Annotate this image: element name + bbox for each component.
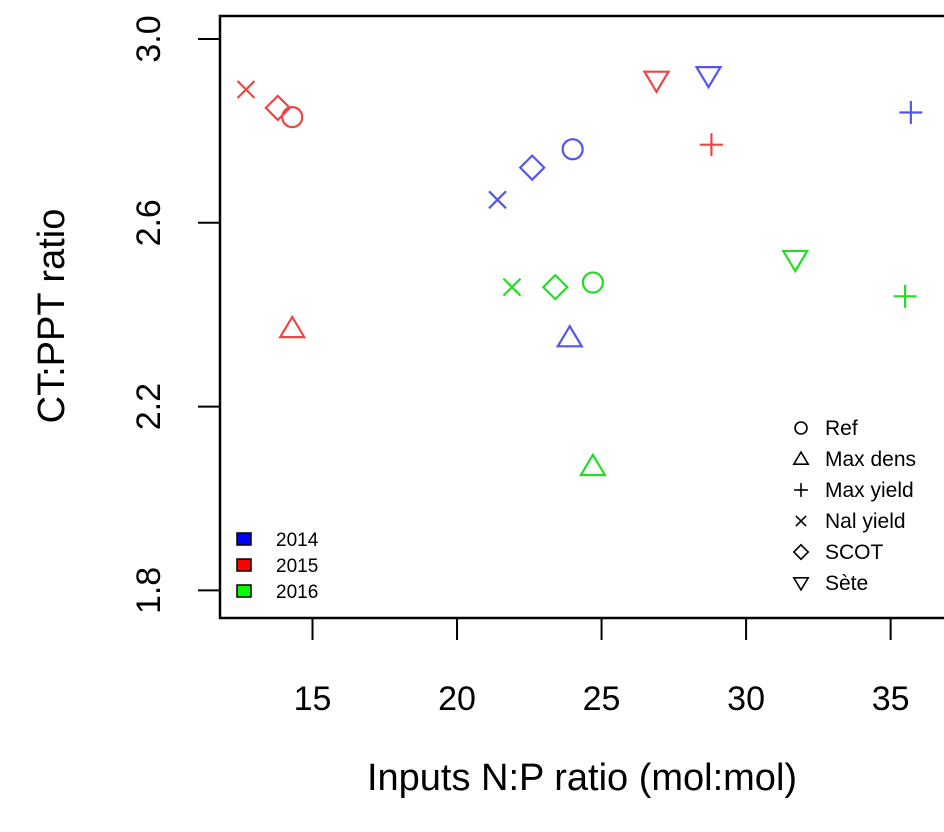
x-tick-label: 15 (294, 680, 332, 718)
x-axis: 15 20 25 30 35 (294, 618, 910, 718)
point-2014-max-dens (555, 324, 584, 348)
legend-marker-max-dens (792, 450, 810, 465)
point-2014-nal-yield (488, 190, 507, 210)
legend-years: 2014 2015 2016 (236, 530, 319, 603)
point-2016-ref (581, 271, 604, 294)
legend-swatch-2015 (236, 558, 252, 572)
legend-label-scot: SCOT (825, 541, 884, 564)
point-2016-max-yield (893, 284, 917, 308)
data-points (236, 66, 923, 477)
legend-marker-nal-yield (795, 515, 807, 527)
point-2014-s-te (694, 66, 723, 90)
y-axis: 1.8 2.2 2.6 3.0 (130, 15, 220, 614)
legend-marker-ref (794, 421, 808, 435)
legend-label-2014: 2014 (276, 530, 319, 551)
legend-swatch-2016 (236, 584, 252, 598)
legend-marker-s-te (792, 577, 810, 592)
point-2015-max-yield (699, 133, 723, 157)
point-2014-max-yield (899, 101, 923, 125)
legend-label-2015: 2015 (276, 556, 318, 577)
point-2015-ref (281, 105, 304, 129)
point-2014-scot (518, 154, 546, 182)
legend-label-nal-yield: Nal yield (825, 510, 906, 533)
x-tick-label: 35 (872, 680, 910, 718)
point-2015-s-te (642, 70, 671, 94)
y-tick-label: 2.6 (130, 199, 168, 246)
legend-label-max-dens: Max dens (825, 448, 916, 471)
point-2016-s-te (781, 249, 810, 274)
y-tick-label: 2.2 (130, 383, 168, 430)
x-tick-label: 25 (583, 680, 621, 718)
legend-label-s-te: Sète (825, 572, 868, 595)
legend-marker-max-yield (794, 483, 808, 497)
point-2015-scot (264, 94, 292, 122)
point-2016-max-dens (578, 452, 607, 477)
x-axis-title: Inputs N:P ratio (mol:mol) (367, 757, 797, 799)
legend-marker-scot (792, 543, 810, 561)
y-tick-label: 1.8 (130, 567, 168, 614)
plot-frame (218, 14, 944, 620)
point-2015-nal-yield (236, 80, 256, 99)
point-2016-nal-yield (502, 277, 522, 297)
legend-sites: Ref Max dens Max yield Nal yield SCOT Sète (792, 417, 916, 595)
legend-label-2016: 2016 (276, 582, 318, 603)
point-2015-max-dens (278, 314, 307, 339)
x-tick-label: 30 (727, 680, 765, 718)
point-2016-scot (541, 273, 569, 301)
point-2014-ref (561, 138, 584, 161)
y-tick-label: 3.0 (130, 15, 168, 62)
legend-label-max-yield: Max yield (825, 479, 914, 502)
legend-label-ref: Ref (825, 417, 858, 440)
y-axis-title: CT:PPT ratio (31, 209, 73, 424)
x-tick-label: 20 (438, 680, 476, 718)
legend-swatch-2014 (236, 532, 252, 546)
